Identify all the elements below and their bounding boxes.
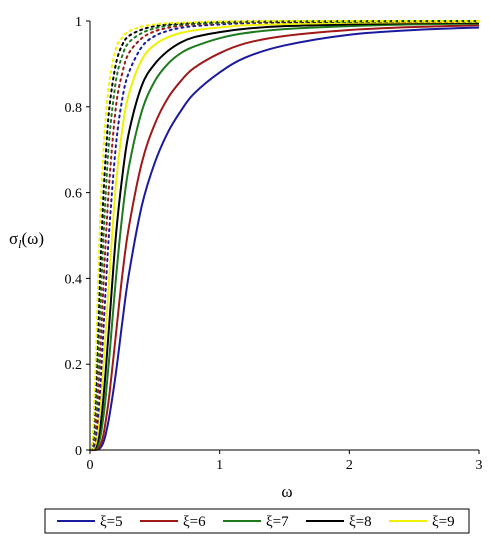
legend-entry-label: ξ=6	[183, 514, 206, 530]
legend: ξ=5 ξ=6 ξ=7 ξ=8 ξ=9	[44, 508, 470, 534]
x-tick-label: 2	[346, 458, 353, 473]
dotted-series-line-7	[89, 19, 480, 451]
series-line-0	[89, 26, 480, 452]
y-tick-label: 0.4	[65, 272, 83, 287]
y-axis-label-tail: (ω)	[22, 229, 45, 248]
x-tick-label: 1	[216, 458, 223, 473]
legend-entry-label: ξ=8	[349, 514, 372, 530]
y-axis-label: σl(ω)	[9, 229, 44, 251]
dotted-series-line-9	[89, 19, 480, 451]
y-axis-label-main: σ	[9, 229, 18, 248]
plot-area	[89, 19, 480, 452]
y-axis-label-sub: l	[18, 237, 22, 251]
dotted-series-line-6	[89, 20, 480, 452]
dotted-series-line-8	[89, 19, 480, 451]
series-line-1	[89, 24, 480, 452]
dotted-series-line-5	[89, 20, 480, 452]
series-line-3	[89, 21, 480, 452]
y-tick-label: 1	[75, 15, 82, 30]
y-tick-label: 0	[75, 444, 82, 459]
y-tick-label: 0.6	[65, 187, 83, 202]
legend-entry-label: ξ=5	[100, 514, 123, 530]
x-tick-label: 3	[476, 458, 483, 473]
series-line-2	[89, 22, 480, 452]
series-line-4	[89, 20, 480, 452]
tick-labels: 0 1 2 3 0 0.2 0.4 0.6 0.8 1	[65, 15, 483, 473]
x-axis-label: ω	[281, 482, 292, 501]
legend-entry-label: ξ=9	[432, 514, 455, 530]
y-tick-label: 0.2	[65, 358, 83, 373]
x-tick-label: 0	[87, 458, 94, 473]
y-tick-label: 0.8	[65, 101, 83, 116]
axes	[86, 20, 480, 454]
legend-entry-label: ξ=7	[266, 514, 289, 530]
